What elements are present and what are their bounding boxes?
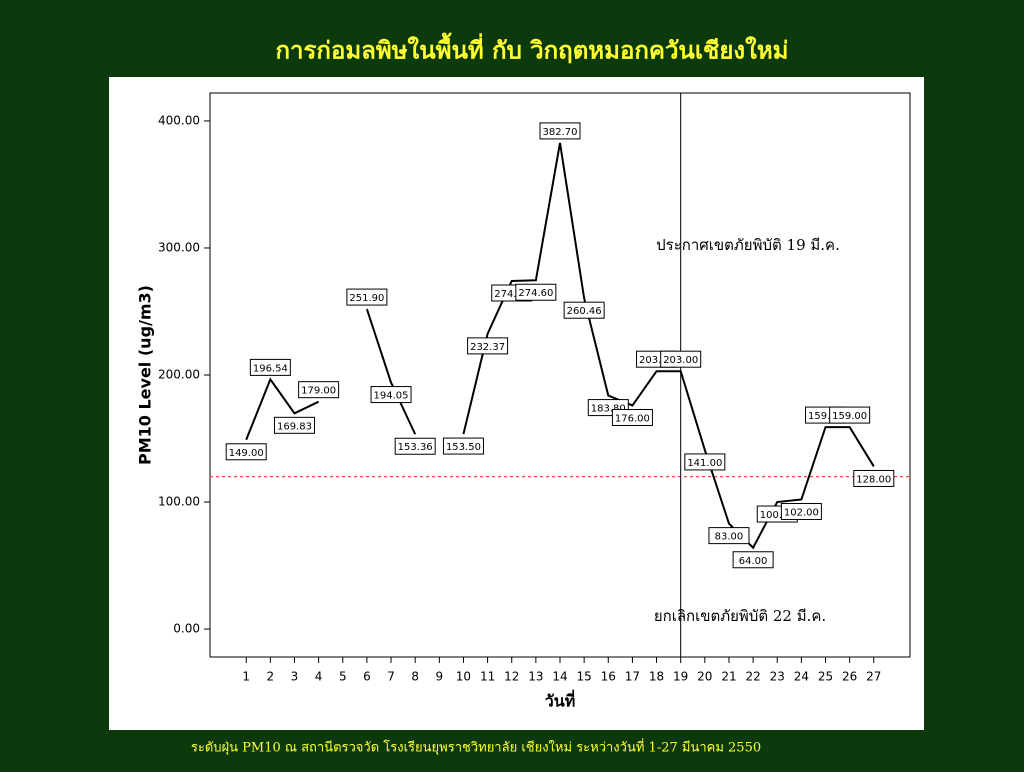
label-box: [273, 416, 315, 434]
slide-title: การก่อมลพิษในพื้นที่ กับ วิกฤตหมอกควันเช…: [276, 32, 789, 65]
x-tick-label: 25: [818, 670, 833, 684]
value-label: 128.00: [856, 474, 891, 485]
label-box: [660, 350, 702, 368]
value-label: 100.00: [760, 510, 795, 521]
y-tick-label: 200.00: [158, 368, 200, 382]
label-box: [298, 381, 340, 399]
value-label: 176.00: [615, 413, 650, 424]
value-label: 196.54: [253, 363, 288, 374]
label-box: [249, 358, 291, 376]
x-axis-label: วันที่: [545, 690, 575, 711]
x-tick-label: 20: [697, 670, 712, 684]
value-label: 183.80: [591, 404, 626, 415]
y-tick-label: 300.00: [158, 240, 200, 254]
x-tick-label: 23: [770, 670, 785, 684]
y-axis-label: PM10 Level (ug/m3): [136, 285, 155, 465]
label-box: [708, 527, 750, 545]
value-label: 64.00: [739, 556, 768, 567]
label-box: [515, 283, 557, 301]
value-label: 194.05: [374, 391, 409, 402]
x-tick-label: 24: [794, 670, 809, 684]
x-tick-label: 17: [625, 670, 640, 684]
value-label: 260.46: [567, 306, 602, 317]
x-tick-label: 16: [601, 670, 616, 684]
x-tick-label: 21: [721, 670, 736, 684]
value-label: 169.83: [277, 421, 312, 432]
x-tick-label: 1: [242, 670, 250, 684]
value-label: 159.00: [832, 411, 867, 422]
value-label: 232.37: [470, 342, 505, 353]
x-tick-label: 27: [866, 670, 881, 684]
value-label: 159.00: [808, 411, 843, 422]
x-tick-label: 18: [649, 670, 664, 684]
label-box: [539, 122, 581, 140]
data-line: [245, 142, 875, 550]
value-label: 153.36: [398, 442, 433, 453]
label-box: [370, 386, 412, 404]
x-tick-label: 12: [504, 670, 519, 684]
y-tick-label: 100.00: [158, 495, 200, 509]
value-label: 83.00: [715, 532, 744, 543]
label-box: [394, 437, 436, 455]
value-label: 382.70: [543, 127, 578, 138]
annotation: ยกเลิกเขตภัยพิบัติ 22 มี.ค.: [654, 607, 826, 625]
label-box: [780, 502, 822, 520]
x-tick-label: 11: [480, 670, 495, 684]
annotation: ประกาศเขตภัยพิบัติ 19 มี.ค.: [656, 236, 840, 254]
label-box: [732, 551, 774, 569]
x-tick-label: 14: [552, 670, 567, 684]
value-label: 251.90: [349, 293, 384, 304]
value-label: 153.50: [446, 442, 481, 453]
y-tick-label: 400.00: [158, 113, 200, 127]
x-tick-label: 26: [842, 670, 857, 684]
x-tick-label: 22: [745, 670, 760, 684]
value-label: 141.00: [687, 458, 722, 469]
value-label: 203.00: [663, 355, 698, 366]
label-box: [684, 453, 726, 471]
label-box: [442, 437, 484, 455]
x-tick-label: 4: [315, 670, 323, 684]
x-tick-label: 5: [339, 670, 347, 684]
value-label: 179.00: [301, 386, 336, 397]
x-tick-label: 2: [267, 670, 275, 684]
x-tick-label: 9: [435, 670, 443, 684]
value-label: 149.00: [229, 448, 264, 459]
label-box: [829, 406, 871, 424]
label-box: [225, 443, 267, 461]
value-label: 102.00: [784, 507, 819, 518]
value-label: 274.00: [494, 289, 529, 300]
caption: ระดับฝุ่น PM10 ณ สถานีตรวจวัด โรงเรียนยุ…: [191, 739, 761, 756]
x-tick-label: 13: [528, 670, 543, 684]
chart-panel: [109, 77, 924, 730]
label-box: [346, 288, 388, 306]
x-tick-label: 7: [387, 670, 395, 684]
x-tick-label: 8: [411, 670, 419, 684]
x-tick-label: 3: [291, 670, 299, 684]
x-tick-label: 6: [363, 670, 371, 684]
label-box: [467, 337, 509, 355]
label-box: [563, 301, 605, 319]
value-label: 274.60: [518, 288, 553, 299]
x-tick-label: 15: [576, 670, 591, 684]
label-box: [853, 469, 895, 487]
value-label: 203.00: [639, 355, 674, 366]
label-box: [611, 408, 653, 426]
x-tick-label: 10: [456, 670, 471, 684]
y-tick-label: 0.00: [173, 622, 200, 636]
x-tick-label: 19: [673, 670, 688, 684]
